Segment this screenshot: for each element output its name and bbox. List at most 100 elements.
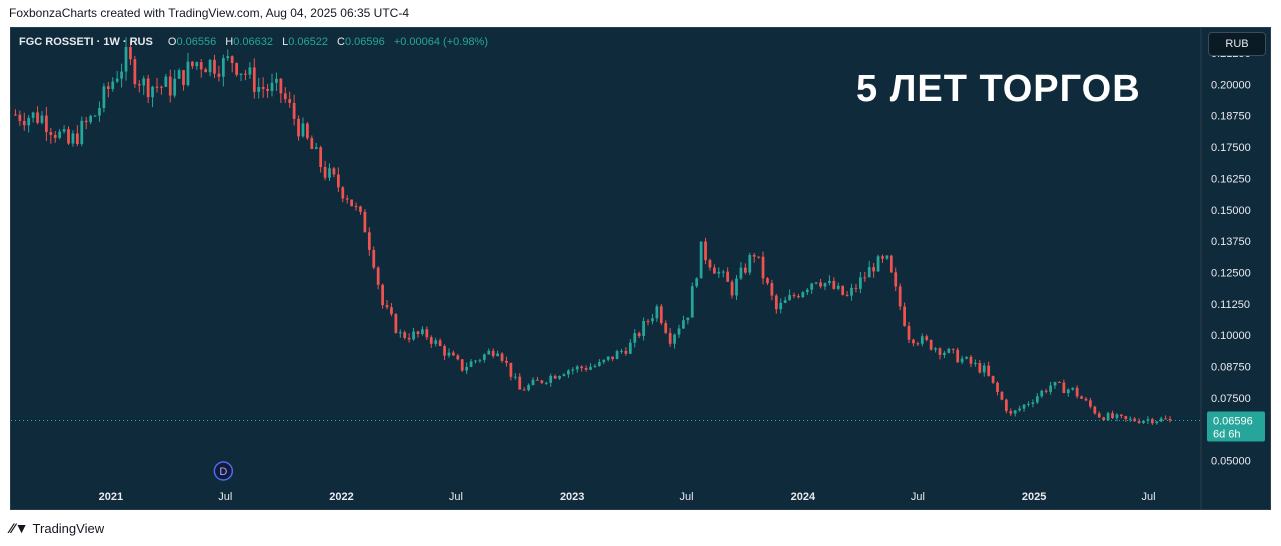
candle-down [75, 133, 79, 145]
candle-down [230, 56, 234, 64]
candle-up [1018, 408, 1021, 411]
candle-up [823, 283, 827, 287]
candle-down [752, 255, 756, 257]
tradingview-logo-icon: ⁄⁄▼ [10, 520, 29, 536]
y-tick-label: 0.10000 [1211, 330, 1251, 342]
candle-down [372, 249, 376, 268]
candle-down [129, 47, 132, 60]
close-value: 0.06596 [344, 36, 385, 48]
candle-down [306, 123, 309, 139]
candle-down [438, 340, 442, 347]
candle-down [363, 211, 367, 233]
candle-up [739, 267, 743, 279]
candle-down [283, 93, 287, 100]
candle-up [858, 277, 862, 289]
candle-down [978, 363, 982, 373]
candle-up [642, 321, 645, 337]
candle-up [164, 76, 168, 87]
candle-down [67, 129, 70, 144]
candle-down [761, 256, 765, 279]
candle-up [682, 320, 685, 329]
candle-down [708, 260, 712, 268]
candle-down [770, 283, 774, 296]
candle-up [31, 112, 35, 118]
candle-down [191, 61, 194, 67]
high-value: 0.06632 [233, 36, 274, 48]
candle-up [677, 328, 681, 335]
candle-down [168, 76, 172, 96]
candle-up [208, 59, 212, 73]
candle-down [743, 267, 747, 273]
candle-down [536, 379, 539, 381]
candle-down [1062, 382, 1066, 394]
candle-down [146, 78, 150, 98]
candle-up [102, 86, 106, 109]
candle-down [1133, 418, 1137, 422]
candle-up [275, 78, 278, 83]
candle-down [863, 277, 867, 279]
candle-up [783, 300, 787, 303]
open-label: O [167, 36, 177, 48]
candle-down [288, 99, 292, 104]
candle-up [633, 333, 637, 343]
candle-up [690, 286, 694, 318]
candle-up [673, 334, 676, 344]
x-tick-label: Jul [218, 491, 232, 503]
candle-down [345, 198, 349, 200]
candle-down [889, 255, 893, 273]
candle-down [1080, 396, 1083, 399]
candle-down [1150, 419, 1154, 424]
candle-down [1004, 399, 1008, 412]
candle-up [810, 283, 814, 290]
candle-up [562, 374, 566, 377]
candle-up [1053, 381, 1057, 386]
candle-down [332, 168, 336, 175]
candle-down [766, 278, 769, 284]
candle-up [1155, 421, 1159, 424]
candle-up [434, 340, 438, 344]
candle-up [717, 271, 721, 274]
symbol-name[interactable]: FGC ROSSETI · 1W · RUS [19, 36, 153, 48]
candle-up [469, 361, 473, 367]
candle-down [429, 337, 433, 344]
candle-down [84, 120, 88, 123]
candle-up [71, 133, 75, 144]
candle-up [779, 302, 783, 310]
candle-down [252, 67, 256, 92]
candle-down [199, 62, 203, 70]
candle-up [173, 78, 177, 96]
change-value: +0.00064 (+0.98%) [393, 36, 488, 48]
candle-up [615, 351, 619, 360]
candle-up [98, 108, 101, 116]
candle-up [270, 82, 274, 92]
candle-up [124, 47, 128, 72]
candle-up [721, 271, 725, 273]
candle-down [925, 336, 929, 340]
candle-down [774, 295, 778, 310]
candle-up [115, 78, 119, 82]
low-label: L [282, 36, 289, 48]
candle-up [257, 86, 261, 92]
candle-up [465, 366, 469, 371]
candle-up [447, 352, 451, 356]
candle-down [350, 199, 354, 207]
candle-down [1120, 414, 1123, 417]
candle-down [659, 306, 663, 324]
candle-up [686, 317, 690, 321]
chart-panel[interactable]: 0.050000.062500.075000.087500.100000.112… [10, 27, 1271, 510]
candle-down [376, 267, 380, 285]
candle-up [40, 115, 44, 123]
candle-up [974, 363, 977, 365]
candle-down [323, 166, 327, 178]
candle-up [531, 379, 535, 385]
close-label: C [337, 36, 345, 48]
candle-down [500, 353, 504, 361]
candle-down [1102, 417, 1106, 421]
candle-down [969, 356, 973, 364]
candle-down [49, 132, 53, 135]
candle-up [151, 86, 154, 98]
candle-down [106, 86, 110, 90]
candle-up [593, 365, 597, 367]
tradingview-logo[interactable]: ⁄⁄▼ TradingView [10, 520, 104, 536]
currency-button[interactable]: RUB [1208, 32, 1266, 56]
